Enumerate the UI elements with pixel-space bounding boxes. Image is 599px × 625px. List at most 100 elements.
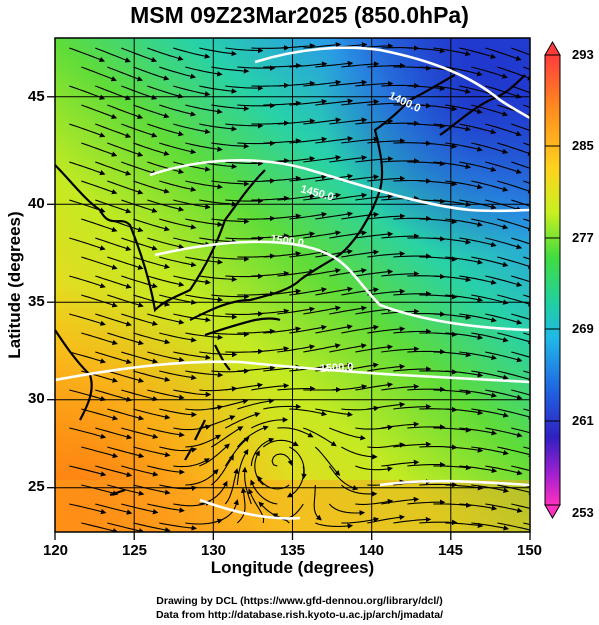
streamline xyxy=(407,85,446,92)
streamline xyxy=(419,293,458,300)
streamline xyxy=(133,484,171,495)
streamline xyxy=(277,427,314,438)
streamline xyxy=(367,213,406,220)
streamline xyxy=(393,253,432,259)
streamline xyxy=(69,465,107,477)
streamline xyxy=(121,161,158,176)
streamline xyxy=(315,408,354,418)
streamline xyxy=(241,466,252,505)
streamline xyxy=(173,275,211,285)
streamline xyxy=(289,287,328,296)
streamline xyxy=(185,66,223,77)
y-tick-label: 40 xyxy=(28,195,45,212)
streamline xyxy=(277,43,316,49)
streamline xyxy=(251,346,290,353)
streamline xyxy=(471,332,509,343)
streamline xyxy=(121,313,158,326)
colorbar-label: 253 xyxy=(572,505,594,520)
streamline xyxy=(251,195,290,202)
streamline xyxy=(419,218,458,225)
streamline xyxy=(289,408,328,417)
streamline xyxy=(511,389,530,396)
streamline xyxy=(407,424,446,430)
streamline xyxy=(133,446,171,458)
streamline xyxy=(159,446,198,453)
x-tick-label: 140 xyxy=(359,542,385,559)
coastlines xyxy=(55,74,526,497)
streamline xyxy=(133,142,170,156)
streamline xyxy=(511,199,530,207)
streamline xyxy=(185,332,224,340)
streamline xyxy=(107,522,145,532)
streamline xyxy=(407,499,446,505)
streamline xyxy=(303,305,341,315)
streamline xyxy=(225,382,264,391)
streamline xyxy=(419,104,458,112)
streamline xyxy=(328,465,359,491)
streamline xyxy=(303,79,342,87)
streamline xyxy=(523,522,530,526)
streamline xyxy=(199,443,230,467)
streamline xyxy=(211,331,250,338)
streamline xyxy=(355,344,394,353)
streamline xyxy=(121,503,159,515)
streamline xyxy=(471,370,509,381)
streamline xyxy=(289,174,328,182)
streamline xyxy=(81,256,118,270)
streamline xyxy=(237,102,276,109)
streamline xyxy=(497,256,530,269)
streamline xyxy=(121,427,159,439)
streamline xyxy=(511,427,530,434)
streamline xyxy=(251,233,290,239)
streamline xyxy=(81,332,118,346)
streamline xyxy=(199,313,238,320)
streamline xyxy=(329,343,367,353)
streamline xyxy=(121,199,158,213)
streamline xyxy=(277,268,316,277)
streamline xyxy=(81,66,117,82)
streamline xyxy=(237,328,276,335)
streamline xyxy=(185,142,223,152)
streamline xyxy=(251,383,290,391)
streamline xyxy=(393,366,432,372)
streamline xyxy=(211,293,250,300)
streamline xyxy=(263,100,302,107)
streamline xyxy=(121,465,159,477)
streamline xyxy=(211,218,250,225)
streamline xyxy=(511,237,530,245)
streamline xyxy=(263,213,302,220)
streamline xyxy=(225,235,264,242)
streamline xyxy=(471,66,508,79)
streamline xyxy=(289,98,328,106)
streamline xyxy=(381,383,420,391)
streamline xyxy=(237,291,276,297)
streamline xyxy=(263,175,302,182)
streamline xyxy=(393,441,432,448)
streamline xyxy=(251,417,289,429)
streamline xyxy=(263,138,302,144)
streamline xyxy=(225,412,261,429)
streamline xyxy=(133,522,171,532)
streamline xyxy=(523,66,530,71)
streamline xyxy=(121,123,158,138)
streamline xyxy=(341,287,380,296)
streamline xyxy=(289,61,328,68)
streamline xyxy=(497,66,530,81)
streamline xyxy=(303,343,341,353)
colorbar-label: 277 xyxy=(572,230,594,245)
streamline xyxy=(224,436,250,467)
streamline xyxy=(459,123,497,135)
y-tick-label: 35 xyxy=(28,293,45,310)
streamline xyxy=(185,218,223,228)
streamline xyxy=(159,180,197,192)
streamline xyxy=(511,275,530,283)
streamline xyxy=(381,271,420,277)
y-axis-label: Latitude (degrees) xyxy=(5,211,24,359)
streamline xyxy=(511,351,530,358)
streamline xyxy=(511,465,530,472)
streamline xyxy=(107,66,143,82)
streamline xyxy=(147,351,185,363)
streamline xyxy=(329,384,368,391)
streamline xyxy=(523,218,530,222)
streamline xyxy=(225,85,264,91)
